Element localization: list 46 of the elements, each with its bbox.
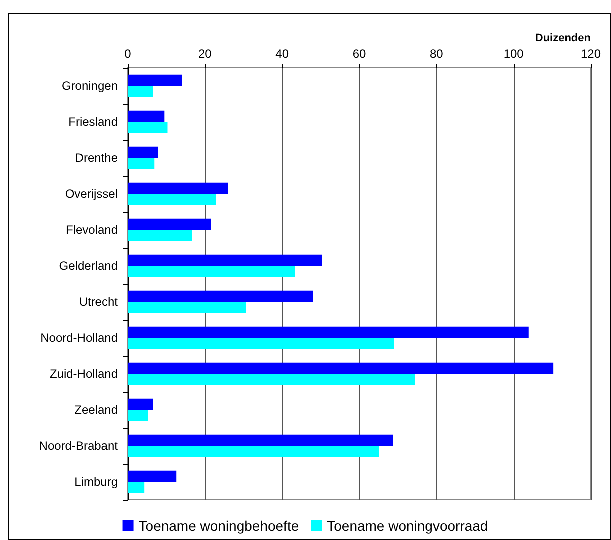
- bar: [128, 290, 314, 302]
- bar: [128, 434, 394, 446]
- y-tick-label: Zuid-Holland: [50, 367, 118, 381]
- y-tick-label: Limburg: [74, 475, 118, 489]
- bar: [128, 218, 212, 230]
- bar: [128, 194, 216, 206]
- bar: [128, 482, 145, 494]
- y-tick-label: Gelderland: [59, 259, 118, 273]
- legend-label: Toename woningbehoefte: [138, 518, 300, 534]
- x-tick-label: 40: [276, 47, 290, 61]
- bar: [128, 74, 182, 86]
- bar: [128, 470, 177, 482]
- bar: [128, 146, 158, 158]
- bar: [128, 446, 380, 458]
- bar: [128, 374, 416, 386]
- bar: [128, 230, 192, 242]
- x-tick-label: 120: [580, 47, 602, 61]
- bar: [128, 362, 554, 374]
- bar: [128, 410, 148, 422]
- bar: [128, 254, 322, 266]
- y-tick-label: Friesland: [68, 115, 118, 129]
- y-tick-label: Drenthe: [75, 151, 118, 165]
- bar: [128, 398, 154, 410]
- y-tick-label: Utrecht: [79, 295, 119, 309]
- x-axis-title: Duizenden: [535, 32, 592, 44]
- bar: [128, 266, 296, 278]
- bar: [128, 158, 155, 170]
- y-tick-label: Noord-Holland: [40, 331, 118, 345]
- y-tick-label: Groningen: [62, 79, 118, 93]
- bar: [128, 338, 394, 350]
- bar: [128, 302, 246, 314]
- bar: [128, 122, 168, 134]
- bar: [128, 110, 165, 122]
- x-tick-label: 80: [430, 47, 444, 61]
- y-tick-label: Overijssel: [65, 187, 118, 201]
- bar: [128, 86, 154, 98]
- x-tick-label: 100: [504, 47, 524, 61]
- y-tick-label: Zeeland: [74, 403, 118, 417]
- y-tick-label: Flevoland: [66, 223, 118, 237]
- legend-label: Toename woningvoorraad: [327, 518, 488, 534]
- bar: [128, 326, 529, 338]
- x-tick-label: 0: [124, 47, 132, 61]
- bar: [128, 182, 228, 194]
- x-tick-label: 20: [198, 47, 212, 61]
- y-tick-label: Noord-Brabant: [39, 439, 119, 453]
- x-tick-label: 60: [352, 47, 366, 61]
